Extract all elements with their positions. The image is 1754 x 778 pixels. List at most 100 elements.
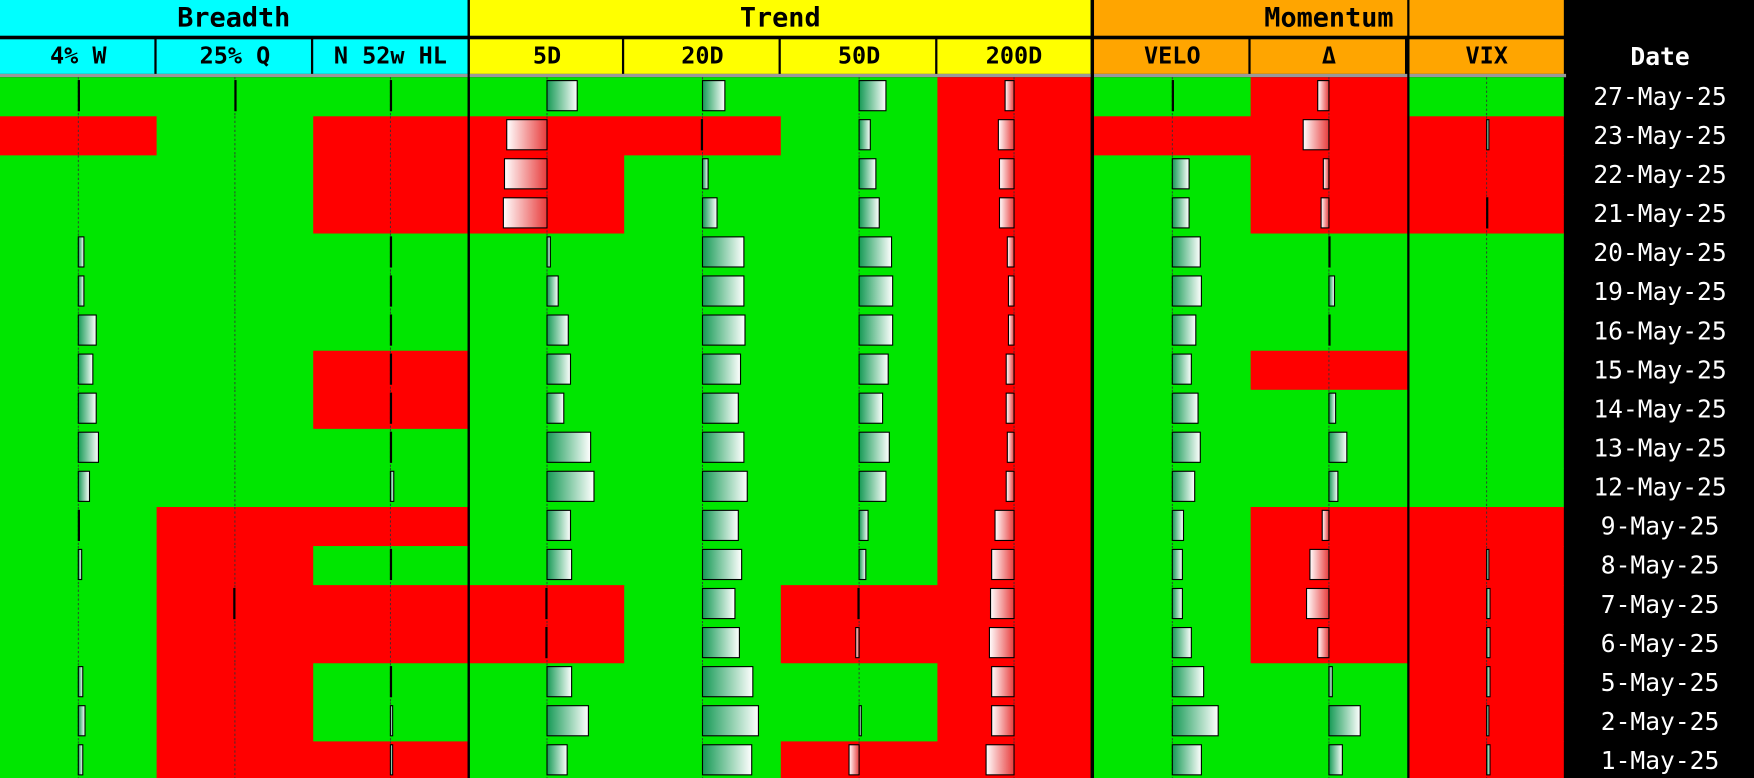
bar <box>858 236 893 268</box>
column-label: VIX <box>1465 42 1507 70</box>
bar <box>998 197 1015 229</box>
bar <box>389 314 393 346</box>
column-label: N 52w HL <box>334 42 447 70</box>
bar <box>389 353 393 385</box>
bar <box>546 470 595 502</box>
bar <box>1171 236 1201 268</box>
separator <box>467 0 470 778</box>
bar <box>234 80 237 112</box>
bar <box>858 548 867 581</box>
bar <box>502 197 548 229</box>
date: 21-May-25 <box>1593 199 1726 228</box>
bar <box>858 80 887 112</box>
bar <box>1171 314 1197 346</box>
bar <box>991 705 1015 737</box>
bar <box>855 626 860 659</box>
bar <box>1005 392 1015 424</box>
column-label: 5D <box>533 42 561 70</box>
date: 9-May-25 <box>1601 512 1719 541</box>
bar <box>1171 197 1190 229</box>
column-label: 25% Q <box>200 42 271 70</box>
bar <box>994 509 1015 542</box>
column-label: 50D <box>838 42 880 70</box>
bar <box>1317 626 1330 659</box>
bar <box>858 392 884 424</box>
bar <box>389 236 393 268</box>
bar <box>701 392 739 424</box>
separator <box>1407 0 1410 778</box>
bar <box>1486 587 1491 620</box>
bar <box>77 431 99 463</box>
date: 16-May-25 <box>1593 316 1726 345</box>
bar <box>77 744 84 776</box>
bar <box>1328 275 1336 307</box>
bar <box>858 158 877 190</box>
bar <box>389 80 393 112</box>
bar <box>701 705 759 737</box>
bar <box>546 548 573 581</box>
bar <box>1006 431 1015 463</box>
bar <box>848 744 860 776</box>
bar <box>701 353 742 385</box>
bar <box>1486 119 1490 151</box>
date: 13-May-25 <box>1593 433 1726 462</box>
date: 6-May-25 <box>1601 629 1719 658</box>
bar <box>1321 509 1330 542</box>
column-header <box>1250 39 1405 74</box>
bar <box>546 80 578 112</box>
column-label: VELO <box>1144 42 1201 70</box>
bar <box>1328 705 1361 737</box>
bar <box>1171 470 1196 502</box>
group-header <box>1094 0 1564 36</box>
bar <box>546 666 573 698</box>
date: 2-May-25 <box>1601 707 1719 736</box>
bar <box>1328 470 1339 502</box>
bar <box>701 236 745 268</box>
bar <box>991 548 1015 581</box>
column-header <box>1409 39 1564 74</box>
bar <box>77 705 86 737</box>
separator <box>1090 0 1095 778</box>
bar <box>77 353 94 385</box>
bar <box>546 431 592 463</box>
bar <box>985 744 1015 776</box>
column-label: Δ <box>1322 42 1336 70</box>
bar <box>546 509 572 542</box>
bar <box>858 431 890 463</box>
bar <box>1486 548 1490 581</box>
bar <box>77 509 80 542</box>
bar <box>701 744 753 776</box>
bar <box>1004 80 1015 112</box>
column-header <box>624 39 779 74</box>
date: 7-May-25 <box>1601 590 1719 619</box>
date: 23-May-25 <box>1593 121 1726 150</box>
column-header <box>469 39 622 74</box>
bar <box>389 275 393 307</box>
header-rule <box>0 73 1567 78</box>
bar <box>857 587 860 620</box>
bar <box>858 470 887 502</box>
bar <box>858 119 871 151</box>
bar <box>77 392 97 424</box>
bar <box>1486 626 1491 659</box>
bar <box>1328 236 1331 268</box>
bar <box>546 236 551 268</box>
bar <box>1328 392 1337 424</box>
date: 12-May-25 <box>1593 473 1726 502</box>
bar <box>988 626 1015 659</box>
bar <box>1171 158 1190 190</box>
bar <box>858 275 894 307</box>
bar <box>546 392 565 424</box>
bar <box>1171 353 1192 385</box>
bar <box>233 587 236 620</box>
bar <box>506 119 548 151</box>
group-header <box>0 0 468 36</box>
date: 15-May-25 <box>1593 355 1726 384</box>
bar <box>546 275 559 307</box>
column-label: 20D <box>681 42 723 70</box>
bar <box>546 744 568 776</box>
date: 27-May-25 <box>1593 82 1726 111</box>
bar <box>1171 744 1202 776</box>
bar <box>1320 197 1330 229</box>
column-label: 4% W <box>50 42 107 70</box>
